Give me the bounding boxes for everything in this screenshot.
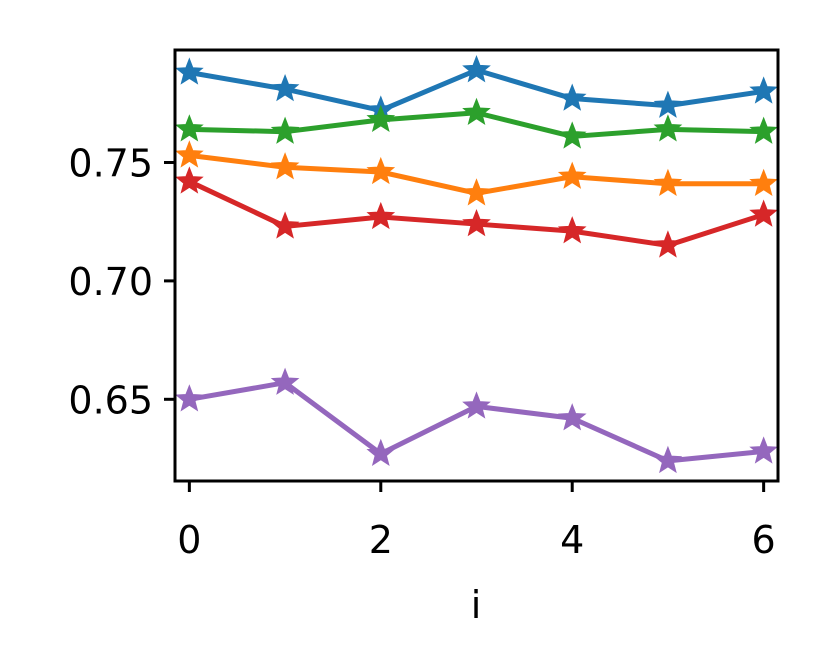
series-3 [175,140,778,206]
data-point [366,438,396,466]
x-tick-label: 2 [369,518,393,562]
data-point [462,55,491,83]
series-1 [175,55,778,123]
y-axis: 0.65 0.70 0.75 [68,141,175,422]
x-tick-label: 6 [752,518,776,562]
data-point [749,76,778,104]
data-point [653,168,683,196]
y-tick-label: 0.75 [68,141,153,185]
data-point [462,208,491,237]
series-2 [175,97,778,149]
data-point [175,166,204,194]
data-point [557,121,587,149]
y-tick-label: 0.65 [68,378,153,422]
data-point [270,211,300,239]
series-layer [175,55,778,474]
data-point [366,156,396,185]
x-axis: 0 2 4 6 [177,481,776,562]
data-point [270,116,300,144]
data-point [653,90,683,118]
data-point [175,57,204,85]
data-point [557,216,587,244]
x-tick-label: 4 [560,518,584,562]
data-point [749,199,778,227]
data-point [175,140,204,168]
series-5 [175,367,778,474]
data-point [462,178,491,206]
data-point [749,116,778,144]
data-point [462,97,491,125]
data-point [270,152,300,180]
data-point [270,367,300,395]
data-point [557,83,587,111]
data-point [749,168,778,196]
data-point [175,384,204,412]
x-axis-label: i [471,583,482,627]
data-point [366,201,396,230]
series-4 [175,166,778,258]
x-tick-label: 0 [177,518,201,562]
data-point [749,436,778,464]
data-point [175,114,204,142]
data-point [557,403,587,431]
data-point [653,230,683,258]
data-point [366,104,396,133]
data-point [270,73,300,102]
data-point [557,161,587,189]
data-point [462,391,491,419]
plot-frame [173,48,780,483]
y-tick-label: 0.70 [68,260,153,304]
data-point [653,114,683,142]
data-point [653,445,683,474]
